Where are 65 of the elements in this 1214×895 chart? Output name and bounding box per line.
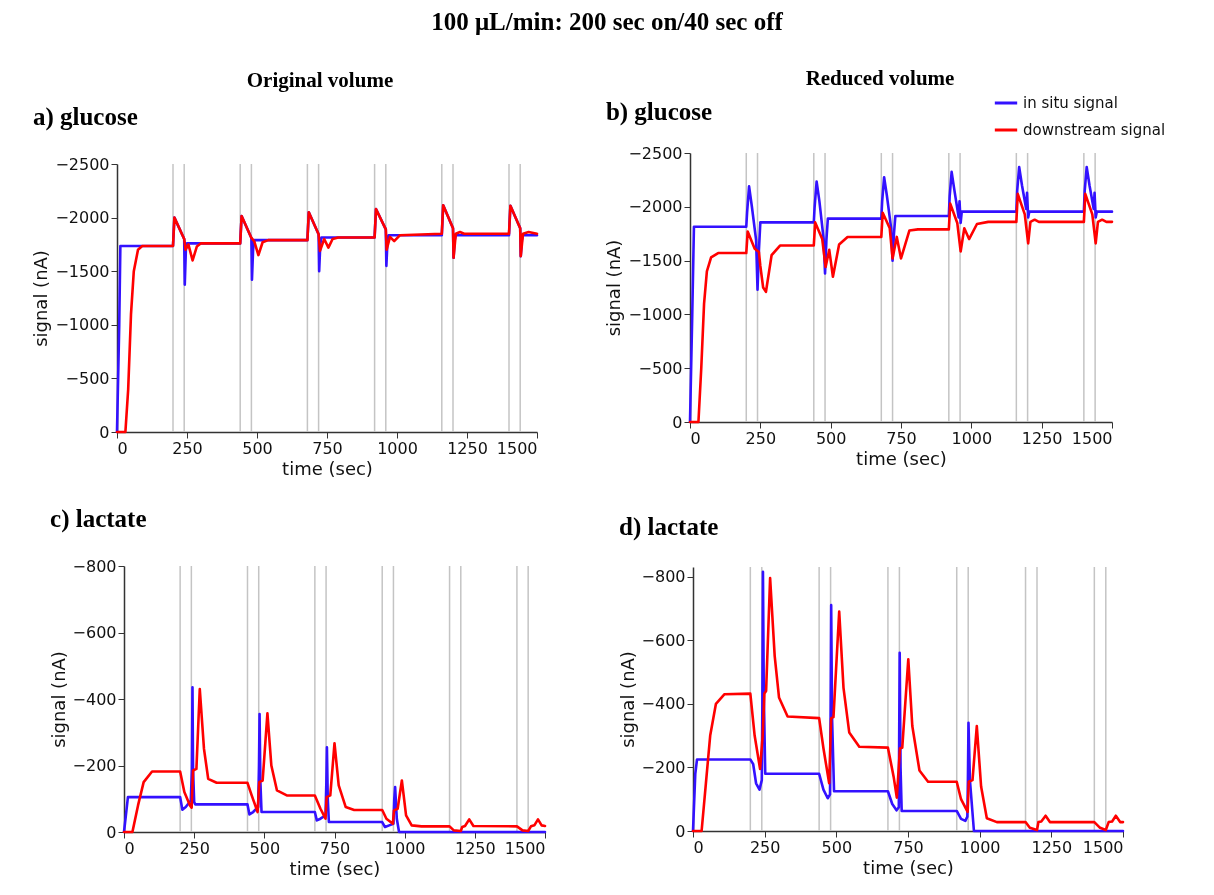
y-tick-label: −200 — [641, 757, 686, 777]
y-tick-label: 0 — [106, 822, 117, 842]
y-tick-label: −1500 — [55, 261, 110, 281]
text: Original volume — [245, 68, 395, 93]
y-axis-title: signal (nA) — [603, 239, 625, 337]
x-tick-label: 1000 — [951, 428, 993, 448]
x-tick-label: 1500 — [496, 438, 538, 458]
x-tick-label: 1500 — [504, 838, 546, 858]
x-tick-label: 1250 — [1021, 428, 1063, 448]
x-tick-label: 250 — [179, 838, 210, 858]
chart-title: d) lactate — [619, 513, 719, 542]
y-tick-label: −400 — [72, 689, 117, 709]
x-tick-label: 750 — [893, 837, 924, 857]
y-tick-label: −600 — [641, 630, 686, 650]
y-tick-label: −800 — [72, 556, 117, 576]
x-tick-label: 500 — [242, 438, 273, 458]
x-tick-label: 500 — [249, 838, 281, 858]
x-axis-title: time (sec) — [863, 856, 954, 878]
chart-title: b) glucose — [605, 98, 713, 126]
x-tick-label: 0 — [690, 428, 701, 448]
y-axis-title: signal (nA) — [30, 250, 52, 347]
x-tick-label: 1500 — [1071, 428, 1113, 448]
y-tick-label: −2500 — [55, 154, 110, 174]
y-axis-title: signal (nA) — [47, 651, 69, 748]
x-tick-label: 250 — [172, 438, 203, 458]
y-tick-label: −500 — [638, 358, 683, 378]
x-tick-label: 1250 — [454, 838, 496, 858]
x-axis-title: time (sec) — [856, 447, 947, 469]
x-tick-label: 250 — [745, 428, 777, 448]
x-tick-label: 250 — [749, 837, 781, 857]
x-tick-label: 750 — [886, 428, 917, 448]
y-tick-label: −500 — [65, 368, 110, 388]
chart-title: a) glucose — [32, 103, 138, 131]
text: Reduced volume — [804, 66, 956, 91]
x-tick-label: 1000 — [377, 438, 418, 458]
y-tick-label: −800 — [641, 567, 686, 587]
x-tick-label: 500 — [815, 428, 847, 448]
y-tick-label: 0 — [675, 821, 686, 841]
y-tick-label: 0 — [672, 412, 683, 432]
x-tick-label: 750 — [312, 438, 343, 458]
y-tick-label: −1000 — [55, 315, 110, 335]
y-tick-label: −200 — [72, 756, 117, 775]
x-axis-title: time (sec) — [289, 857, 381, 879]
legend-label: in situ signal — [1023, 94, 1118, 112]
x-tick-label: 1500 — [1082, 837, 1124, 857]
x-axis-title: time (sec) — [282, 457, 373, 479]
y-tick-label: −2500 — [628, 143, 683, 163]
x-tick-label: 1000 — [384, 838, 426, 858]
chart-title: c) lactate — [50, 505, 147, 533]
y-tick-label: −1500 — [628, 251, 683, 271]
text: 100 μL/min: 200 sec on/40 sec off — [430, 8, 784, 36]
x-tick-label: 1250 — [1031, 837, 1073, 857]
x-tick-label: 0 — [124, 838, 135, 858]
y-tick-label: −2000 — [55, 208, 110, 228]
y-tick-label: −2000 — [628, 197, 683, 217]
x-tick-label: 1000 — [959, 837, 1001, 857]
y-tick-label: −600 — [72, 623, 117, 642]
y-tick-label: −1000 — [628, 304, 683, 324]
x-tick-label: 750 — [319, 838, 351, 858]
legend-label: downstream signal — [1023, 121, 1166, 139]
x-tick-label: 500 — [821, 837, 853, 857]
y-axis-title: signal (nA) — [616, 651, 638, 748]
x-tick-label: 1250 — [447, 438, 488, 458]
y-tick-label: −400 — [641, 694, 686, 714]
x-tick-label: 0 — [693, 837, 704, 857]
